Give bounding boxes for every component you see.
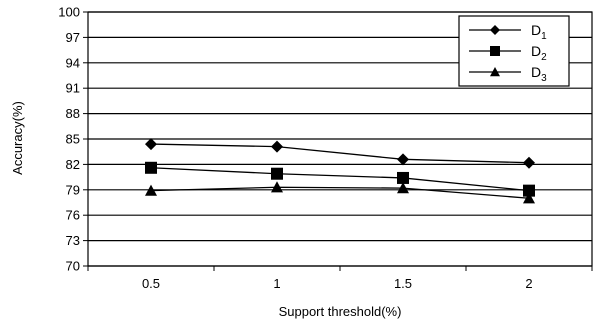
series-group (145, 138, 535, 204)
square-marker (523, 184, 535, 197)
y-tick-label: 97 (66, 30, 80, 45)
diamond-marker (397, 153, 409, 166)
legend-label: D3 (531, 64, 547, 84)
y-tick-label: 91 (66, 81, 80, 96)
diamond-marker (490, 25, 500, 35)
x-tick-label: 1 (273, 276, 280, 291)
triangle-marker (145, 184, 157, 196)
triangle-marker (397, 182, 409, 194)
triangle-marker (271, 181, 283, 193)
y-tick-label: 82 (66, 157, 80, 172)
series-line-D2 (150, 167, 530, 192)
square-marker (271, 167, 283, 180)
y-tick-label: 88 (66, 106, 80, 121)
series-line-D3 (150, 186, 530, 199)
diamond-marker (271, 140, 283, 153)
y-tick-label: 94 (66, 55, 80, 70)
y-tick-label: 70 (66, 259, 80, 274)
legend-label: D1 (531, 22, 547, 42)
triangle-marker (523, 192, 535, 204)
diamond-marker (523, 156, 535, 169)
y-tick-label: 79 (66, 182, 80, 197)
y-axis-ticks: 70 73 76 79 82 85 88 91 94 97 100 (58, 5, 88, 274)
diamond-marker (145, 138, 157, 151)
legend-item-D1: D1 (469, 22, 547, 42)
y-tick-label: 85 (66, 132, 80, 147)
legend-item-D2: D2 (469, 43, 547, 63)
legend-label: D2 (531, 43, 547, 63)
square-marker (490, 46, 500, 56)
triangle-marker (490, 67, 500, 77)
series-D2 (145, 161, 535, 197)
y-axis-title: Accuracy(%) (10, 101, 25, 175)
x-tick-label: 0.5 (142, 276, 160, 291)
x-tick-label: 1.5 (394, 276, 412, 291)
x-axis-ticks: 0.5 1 1.5 2 (87, 266, 593, 291)
series-D3 (145, 181, 535, 204)
y-tick-label: 100 (58, 5, 80, 20)
legend-item-D3: D3 (469, 64, 547, 84)
x-tick-label: 2 (525, 276, 532, 291)
y-tick-label: 73 (66, 233, 80, 248)
square-marker (145, 161, 157, 174)
series-line-D1 (150, 143, 530, 164)
square-marker (397, 171, 409, 184)
series-D1 (145, 138, 535, 169)
y-tick-label: 76 (66, 208, 80, 223)
x-axis-title: Support threshold(%) (279, 304, 402, 319)
